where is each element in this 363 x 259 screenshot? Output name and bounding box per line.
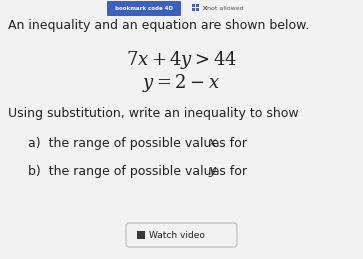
Text: $7x + 4y > 44$: $7x + 4y > 44$	[126, 49, 237, 71]
Bar	[192, 8, 195, 11]
Text: not allowed: not allowed	[207, 6, 244, 11]
FancyBboxPatch shape	[107, 1, 181, 16]
Text: Watch video: Watch video	[149, 231, 205, 240]
Bar	[196, 4, 199, 7]
Text: $y$.: $y$.	[208, 165, 220, 179]
Text: ✕: ✕	[201, 4, 207, 13]
Text: Using substitution, write an inequality to show: Using substitution, write an inequality …	[8, 107, 299, 120]
FancyBboxPatch shape	[126, 223, 237, 247]
Bar	[137, 231, 145, 239]
Text: bookmark code 4D: bookmark code 4D	[115, 6, 173, 11]
Bar	[192, 4, 195, 7]
Text: $y = 2 - x$: $y = 2 - x$	[142, 72, 220, 94]
Text: b)  the range of possible values for: b) the range of possible values for	[28, 166, 251, 178]
Text: An inequality and an equation are shown below.: An inequality and an equation are shown …	[8, 19, 309, 32]
Text: a)  the range of possible values for: a) the range of possible values for	[28, 136, 251, 149]
Bar	[196, 8, 199, 11]
Text: $x$.: $x$.	[208, 136, 220, 149]
